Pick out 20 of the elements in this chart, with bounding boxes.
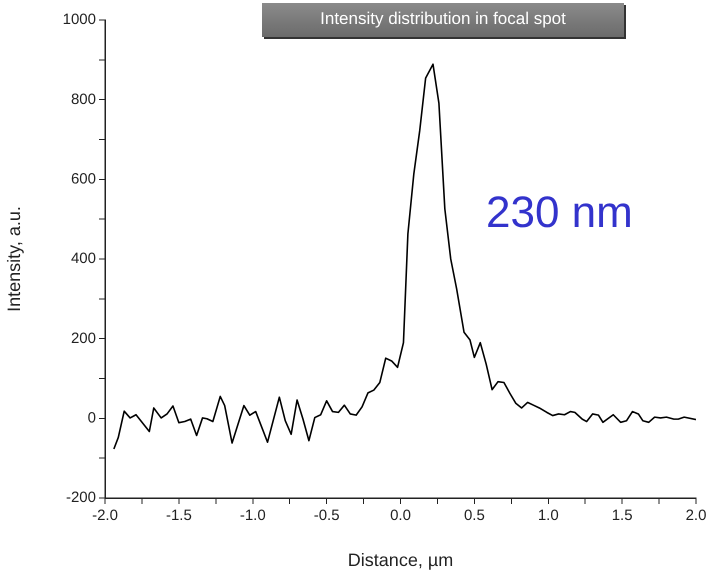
x-tick-label: -1.0 [240, 507, 266, 524]
x-tick-label: 2.0 [686, 507, 706, 524]
x-tick-label: 0.5 [464, 507, 485, 524]
y-axis-title: Intensity, a.u. [4, 206, 24, 312]
x-axis-title: Distance, µm [348, 550, 454, 570]
y-tick-label: 600 [70, 170, 96, 188]
x-tick-label: 1.5 [612, 507, 633, 524]
x-tick-label: 1.0 [538, 507, 559, 524]
title-box: Intensity distribution in focal spot [262, 3, 624, 37]
y-tick-label: 800 [70, 90, 96, 108]
y-tick-label: 200 [70, 330, 96, 347]
x-tick-label: 0.0 [390, 507, 411, 524]
y-tick-label: 400 [70, 250, 96, 268]
y-tick-label: 1000 [62, 11, 96, 28]
y-tick-label: -200 [66, 489, 96, 506]
x-tick-label: -0.5 [314, 507, 340, 524]
y-tick-label: 0 [88, 409, 96, 426]
annotation: 230 nm [486, 188, 633, 238]
x-tick-label: -2.0 [92, 507, 118, 524]
x-tick-label: -1.5 [166, 507, 192, 524]
